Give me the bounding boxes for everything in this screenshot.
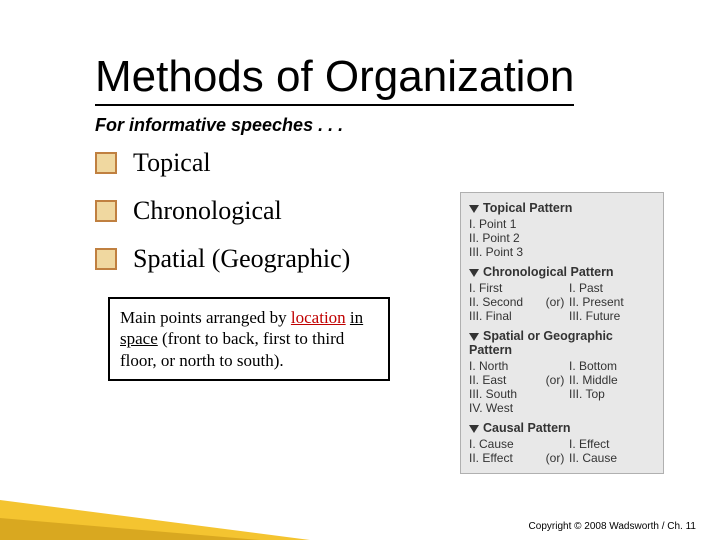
desc-location-word: location: [291, 308, 346, 327]
copyright-text: Copyright © 2008 Wadsworth / Ch. 11: [529, 521, 696, 532]
panel-cell: [541, 437, 569, 451]
panel-cell: IV. West: [469, 401, 541, 415]
panel-cell: I. Effect: [569, 437, 609, 451]
panel-row: II. Effect(or) II. Cause: [469, 451, 655, 465]
panel-cell: II. Cause: [569, 451, 617, 465]
panel-title: Causal Pattern: [469, 421, 655, 435]
slide-title: Methods of Organization: [95, 52, 574, 106]
panel-row: IV. West: [469, 401, 655, 415]
triangle-icon: [469, 333, 479, 341]
panel-cell: (or): [541, 295, 569, 309]
panel-cell: [541, 309, 569, 323]
panel-cell: [541, 281, 569, 295]
bullet-list: Topical Chronological Spatial (Geographi…: [95, 148, 350, 292]
bullet-box-icon: [95, 152, 117, 174]
panel-row: III. Point 3: [469, 245, 655, 259]
panel-title: Spatial or Geographic Pattern: [469, 329, 655, 357]
triangle-icon: [469, 269, 479, 277]
panel-title-text: Topical Pattern: [483, 201, 572, 215]
accent-triangle: [0, 518, 260, 540]
panel-cell: (or): [541, 373, 569, 387]
panel-cell: I. Cause: [469, 437, 541, 451]
desc-text: Main points arranged by: [120, 308, 291, 327]
bullet-text: Chronological: [133, 196, 282, 226]
panel-cell: [541, 359, 569, 373]
description-box: Main points arranged by location in spac…: [108, 297, 390, 381]
slide-subtitle: For informative speeches . . .: [95, 115, 343, 136]
panel-cell: [541, 387, 569, 401]
panel-row: I. First I. Past: [469, 281, 655, 295]
panel-cell: I. Point 1: [469, 217, 541, 231]
panel-cell: I. North: [469, 359, 541, 373]
panel-cell: III. South: [469, 387, 541, 401]
triangle-icon: [469, 205, 479, 213]
panel-row: I. Cause I. Effect: [469, 437, 655, 451]
panel-cell: II. Second: [469, 295, 541, 309]
triangle-icon: [469, 425, 479, 433]
panel-cell: III. Future: [569, 309, 620, 323]
panel-cell: II. Effect: [469, 451, 541, 465]
panel-cell: II. Middle: [569, 373, 618, 387]
panel-cell: II. East: [469, 373, 541, 387]
panel-cell: III. Top: [569, 387, 605, 401]
bullet-row: Topical: [95, 148, 350, 178]
patterns-sidebar: Topical Pattern I. Point 1 II. Point 2 I…: [460, 192, 664, 474]
bullet-box-icon: [95, 248, 117, 270]
panel-row: III. South III. Top: [469, 387, 655, 401]
panel-row: II. Second(or) II. Present: [469, 295, 655, 309]
slide: Methods of Organization For informative …: [0, 0, 720, 540]
panel-row: II. East(or) II. Middle: [469, 373, 655, 387]
panel-cell: I. Bottom: [569, 359, 617, 373]
panel-cell: III. Final: [469, 309, 541, 323]
panel-row: III. Final III. Future: [469, 309, 655, 323]
panel-cell: II. Present: [569, 295, 624, 309]
panel-cell: III. Point 3: [469, 245, 541, 259]
panel-title-text: Spatial or Geographic Pattern: [469, 329, 613, 357]
bullet-text: Topical: [133, 148, 211, 178]
panel-row: II. Point 2: [469, 231, 655, 245]
panel-row: I. North I. Bottom: [469, 359, 655, 373]
panel-title-text: Chronological Pattern: [483, 265, 614, 279]
panel-title-text: Causal Pattern: [483, 421, 571, 435]
panel-cell: I. First: [469, 281, 541, 295]
bullet-row: Spatial (Geographic): [95, 244, 350, 274]
panel-cell: I. Past: [569, 281, 603, 295]
panel-title: Topical Pattern: [469, 201, 655, 215]
bullet-row: Chronological: [95, 196, 350, 226]
panel-cell: (or): [541, 451, 569, 465]
panel-title: Chronological Pattern: [469, 265, 655, 279]
panel-cell: II. Point 2: [469, 231, 541, 245]
panel-row: I. Point 1: [469, 217, 655, 231]
bullet-box-icon: [95, 200, 117, 222]
bullet-text: Spatial (Geographic): [133, 244, 350, 274]
